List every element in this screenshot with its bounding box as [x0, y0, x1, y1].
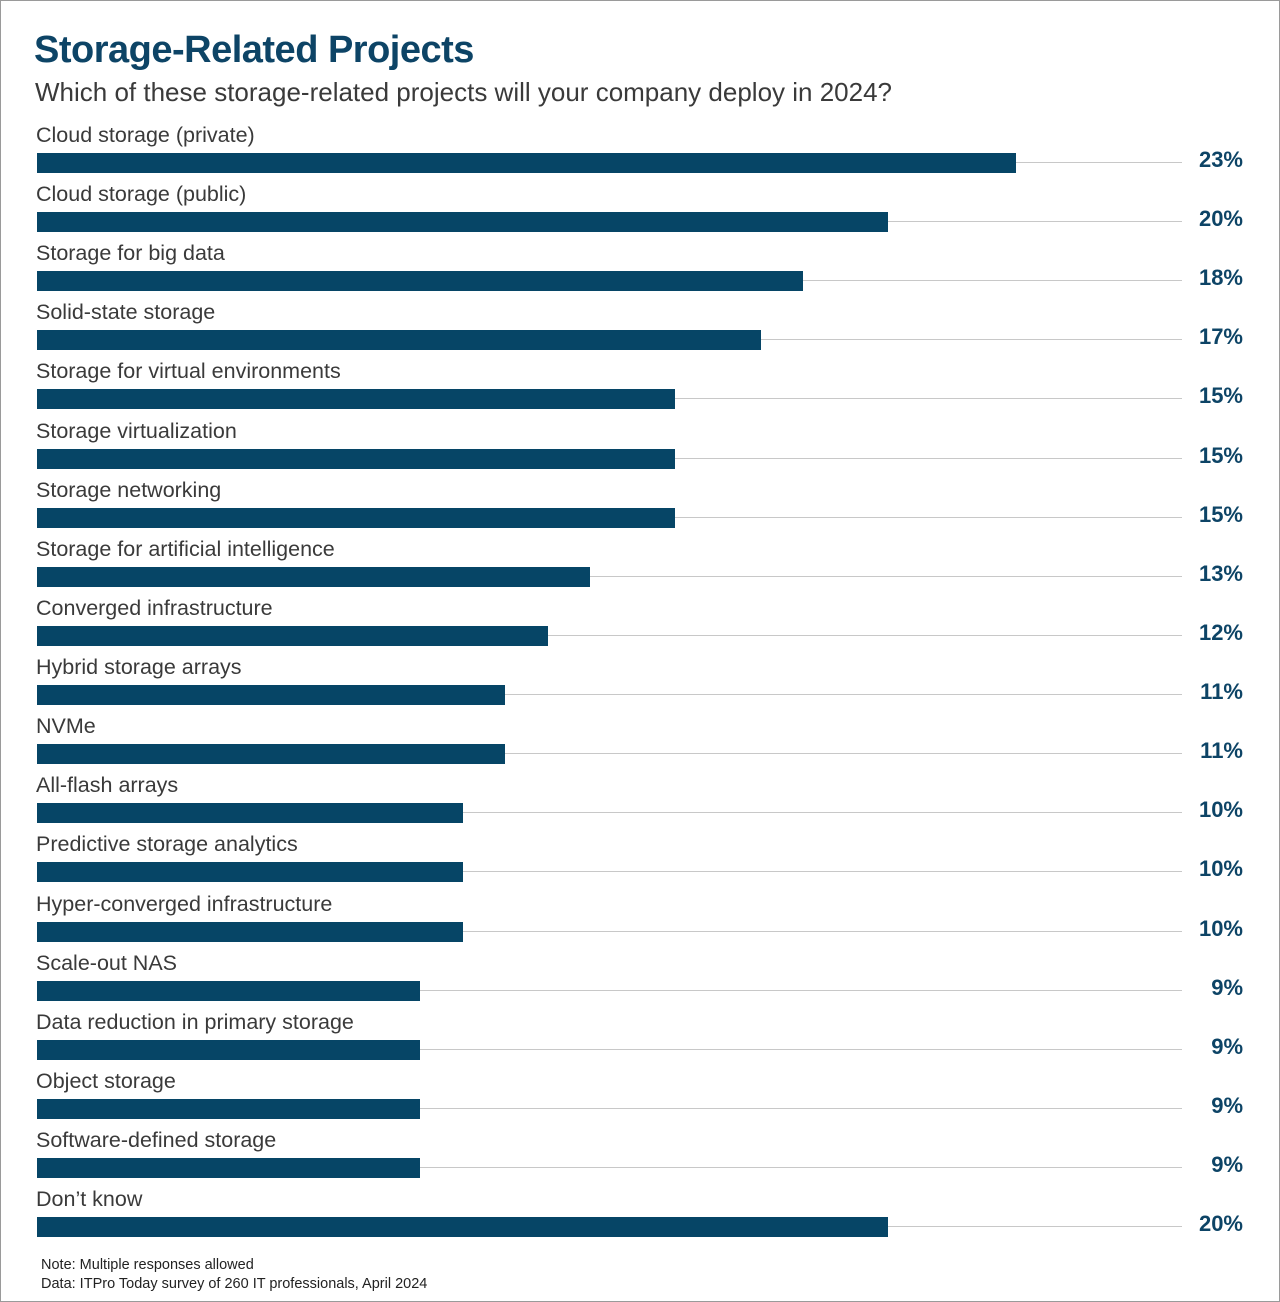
bar	[37, 153, 1016, 173]
bar	[37, 448, 676, 469]
bar	[37, 744, 506, 765]
category-label: Hyper-converged infrastructure	[36, 891, 333, 916]
value-label: 9%	[1211, 1033, 1243, 1059]
value-label: 15%	[1198, 442, 1243, 468]
bar-track	[37, 1167, 1182, 1169]
category-label: Converged infrastructure	[36, 595, 273, 620]
category-label: Cloud storage (private)	[36, 123, 255, 147]
category-label: All-flash arrays	[36, 773, 179, 798]
bar-track	[37, 575, 1182, 577]
note-text: Note: Multiple responses allowed	[41, 1257, 254, 1273]
bar-track	[37, 871, 1182, 873]
bar-track	[37, 694, 1182, 696]
category-label: NVMe	[36, 714, 96, 739]
category-label: Predictive storage analytics	[36, 832, 298, 857]
value-label: 9%	[1211, 1092, 1243, 1118]
value-label: 18%	[1198, 265, 1243, 291]
value-label: 15%	[1198, 501, 1243, 527]
value-label: 23%	[1198, 147, 1243, 172]
value-label: 9%	[1211, 974, 1243, 1000]
category-label: Storage for big data	[36, 241, 225, 266]
category-label: Data reduction in primary storage	[36, 1009, 354, 1034]
category-label: Don’t know	[36, 1187, 143, 1212]
bar	[37, 921, 463, 942]
bar-track	[37, 1048, 1182, 1050]
bar-track	[37, 989, 1182, 991]
bar-track	[37, 1107, 1182, 1109]
source-text: Data: ITPro Today survey of 260 IT profe…	[41, 1276, 428, 1292]
bar-track	[37, 634, 1182, 636]
value-label: 10%	[1198, 856, 1243, 882]
category-label: Storage networking	[36, 477, 222, 502]
bar	[37, 685, 506, 706]
bar	[37, 389, 676, 410]
category-label: Storage for artificial intelligence	[36, 536, 335, 561]
bar	[37, 803, 463, 824]
category-label: Cloud storage (public)	[36, 182, 247, 207]
bar	[37, 862, 463, 883]
value-label: 9%	[1211, 1152, 1243, 1178]
bar	[37, 1039, 421, 1060]
chart-subtitle: Which of these storage-related projects …	[35, 77, 893, 107]
bar	[37, 330, 761, 351]
bar	[37, 980, 421, 1001]
bar	[37, 271, 804, 292]
value-label: 20%	[1198, 1211, 1243, 1237]
bar	[37, 212, 889, 233]
bar	[37, 1098, 421, 1119]
value-label: 13%	[1198, 560, 1243, 586]
bar	[37, 1158, 421, 1179]
value-label: 17%	[1198, 324, 1243, 350]
category-label: Software-defined storage	[36, 1128, 277, 1153]
value-label: 15%	[1198, 383, 1243, 409]
bar-track	[37, 812, 1182, 814]
bar	[37, 625, 548, 646]
category-label: Hybrid storage arrays	[36, 655, 242, 680]
category-label: Storage virtualization	[36, 418, 237, 443]
bar	[37, 1217, 889, 1238]
category-label: Object storage	[36, 1068, 176, 1093]
bar	[37, 507, 676, 528]
value-label: 11%	[1200, 679, 1243, 705]
value-label: 10%	[1198, 915, 1243, 941]
category-label: Storage for virtual environments	[36, 359, 341, 384]
category-label: Solid-state storage	[36, 300, 216, 325]
category-label: Scale-out NAS	[36, 950, 178, 975]
bar-track	[37, 930, 1182, 932]
value-label: 12%	[1198, 619, 1243, 645]
value-label: 10%	[1198, 797, 1243, 823]
bar	[37, 566, 591, 587]
chart-title: Storage-Related Projects	[34, 29, 474, 71]
value-label: 20%	[1198, 206, 1243, 232]
bar-track	[37, 753, 1182, 755]
value-label: 11%	[1200, 738, 1243, 764]
